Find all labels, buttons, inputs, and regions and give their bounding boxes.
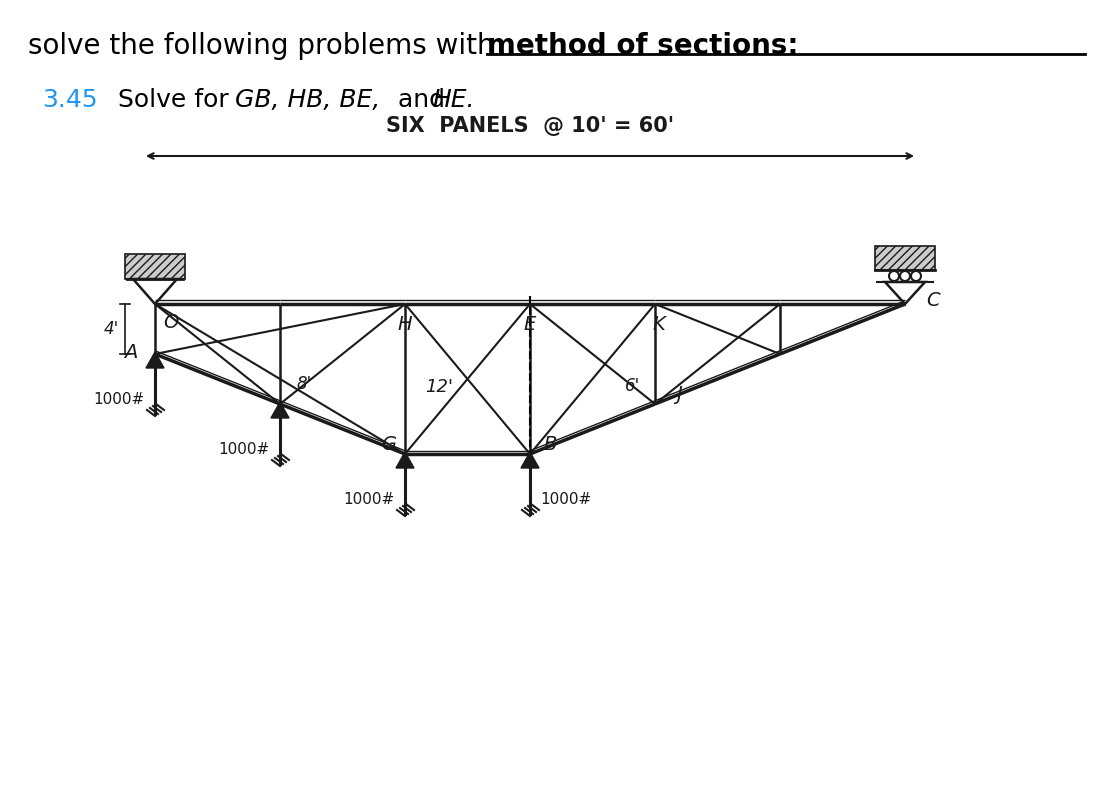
Text: GB, HB, BE,: GB, HB, BE, xyxy=(235,88,380,112)
Text: G: G xyxy=(381,434,397,453)
Polygon shape xyxy=(125,254,185,279)
Text: SIX  PANELS  @ 10' = 60': SIX PANELS @ 10' = 60' xyxy=(386,116,674,136)
Polygon shape xyxy=(146,352,163,368)
Text: O: O xyxy=(163,313,179,332)
Text: 3.45: 3.45 xyxy=(42,88,98,112)
Text: HE.: HE. xyxy=(431,88,475,112)
Text: H: H xyxy=(398,314,413,333)
Text: E: E xyxy=(524,314,536,333)
Text: 4': 4' xyxy=(103,320,119,338)
Text: A: A xyxy=(125,342,138,361)
Text: 1000#: 1000# xyxy=(540,492,592,507)
Text: solve the following problems with: solve the following problems with xyxy=(28,32,504,60)
Polygon shape xyxy=(522,452,539,468)
Text: Solve for: Solve for xyxy=(118,88,237,112)
Text: 1000#: 1000# xyxy=(219,442,270,457)
Text: 8': 8' xyxy=(297,375,311,393)
Text: method of sections:: method of sections: xyxy=(487,32,798,60)
Text: B: B xyxy=(544,434,557,453)
Text: 12': 12' xyxy=(425,378,453,396)
Polygon shape xyxy=(271,402,289,418)
Text: C: C xyxy=(926,291,940,310)
Text: and: and xyxy=(390,88,453,112)
Polygon shape xyxy=(396,452,414,468)
Text: J: J xyxy=(676,384,682,403)
Text: 1000#: 1000# xyxy=(344,492,395,507)
Text: K: K xyxy=(653,314,665,333)
Polygon shape xyxy=(875,246,935,270)
Text: 6': 6' xyxy=(625,377,641,395)
Text: 1000#: 1000# xyxy=(93,392,145,407)
